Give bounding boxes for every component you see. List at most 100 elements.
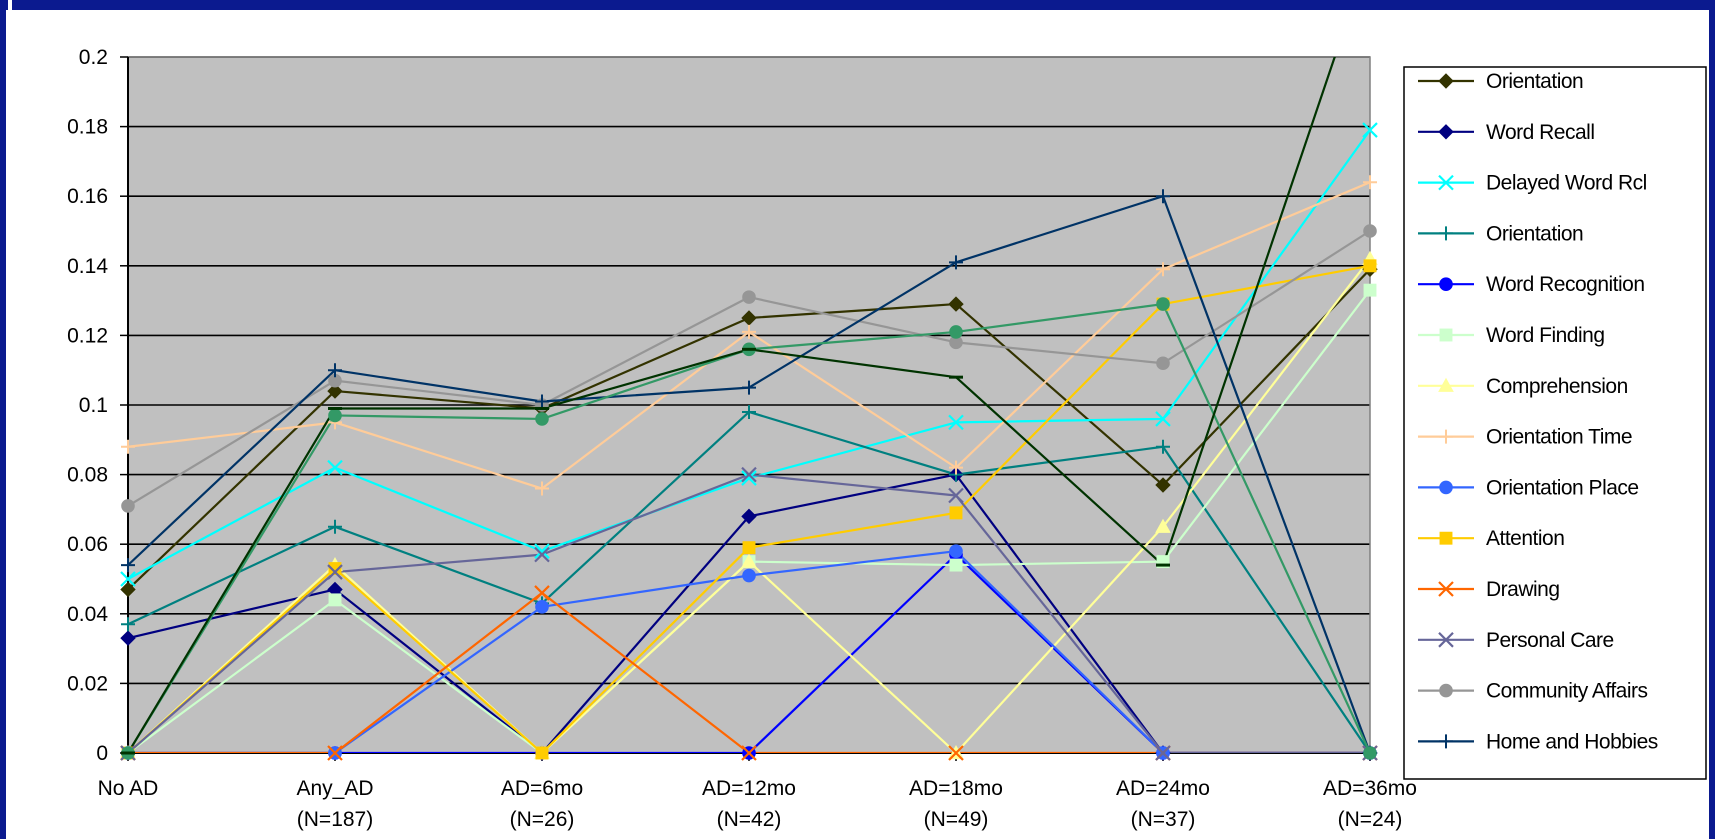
y-tick-label: 0.16: [67, 185, 108, 208]
data-point: [948, 414, 964, 431]
y-axis: 0 0.02 0.04 0.06 0.08 0.1 0.12 0.14 0.16 0.18 0.2: [67, 46, 129, 765]
data-point: [1155, 411, 1171, 427]
data-point: [948, 745, 964, 761]
slide-border-top: [0, 0, 1715, 10]
y-tick-label: 0: [96, 742, 108, 765]
data-point: [328, 519, 342, 534]
legend-label: Orientation Place: [1486, 476, 1639, 499]
data-point: [120, 581, 136, 598]
x-tick-label: AD=18mo: [909, 777, 1003, 800]
legend-swatch-marker: [1438, 174, 1454, 191]
legend-box: [1403, 66, 1707, 780]
data-point: [121, 617, 135, 632]
data-point: [121, 558, 135, 573]
legend-label: Attention: [1486, 527, 1564, 550]
legend-label: Delayed Word Rcl: [1486, 172, 1647, 195]
data-point: [121, 499, 135, 513]
legend-label: Orientation Time: [1486, 426, 1632, 449]
data-point: [328, 562, 342, 576]
data-point: [949, 255, 963, 270]
legend-swatch-marker: [1438, 581, 1454, 597]
data-point: [949, 325, 963, 339]
legend-label: Orientation: [1486, 222, 1583, 245]
data-point: [742, 380, 756, 395]
data-point: [328, 363, 342, 378]
legend-swatch-marker: [1438, 632, 1454, 648]
data-point: [1362, 122, 1378, 138]
data-point: [1156, 262, 1170, 277]
legend-swatch-marker: [1438, 377, 1454, 392]
data-point: [742, 324, 756, 339]
slide-border-right: [1709, 0, 1715, 839]
x-tick-label: AD=6mo: [501, 777, 583, 800]
x-axis: No AD Any_AD (N=187) AD=6mo (N=26) AD=12mo (N=…: [98, 752, 1417, 831]
data-point: [534, 546, 550, 563]
legend-swatch-marker: [1438, 124, 1454, 140]
y-tick-label: 0.08: [67, 464, 108, 487]
data-point: [949, 558, 963, 572]
legend-swatch-marker: [1439, 531, 1453, 545]
legend: Orientation Word Recall Delayed Word Rcl Or…: [1403, 66, 1707, 780]
y-tick-label: 0.02: [67, 672, 108, 695]
data-point: [120, 630, 136, 646]
slide-border-left: [0, 0, 6, 839]
data-point: [1156, 297, 1170, 311]
x-tick-label: Any_AD: [296, 777, 373, 800]
y-tick-label: 0.18: [67, 116, 108, 139]
legend-swatch-marker: [1439, 683, 1453, 698]
x-tick-label: No AD: [98, 777, 159, 800]
legend-label: Comprehension: [1486, 375, 1628, 398]
x-tick-label: AD=12mo: [702, 777, 796, 800]
data-point: [1363, 746, 1377, 760]
legend-swatch-marker: [1439, 429, 1453, 444]
legend-swatch-marker: [1438, 73, 1454, 89]
legend-swatch-marker: [1439, 480, 1453, 495]
y-tick-label: 0.1: [79, 394, 108, 417]
legend-label: Word Recognition: [1486, 273, 1645, 296]
x-tick-label: AD=36mo: [1323, 777, 1417, 800]
x-tick-label-n: (N=49): [924, 808, 989, 831]
data-point: [535, 394, 549, 409]
data-point: [742, 290, 756, 304]
x-tick-label-n: (N=26): [510, 808, 575, 831]
data-point: [534, 543, 550, 559]
data-point: [327, 383, 343, 399]
data-point: [742, 404, 756, 419]
legend-swatch-marker: [1439, 226, 1453, 241]
data-point: [949, 460, 963, 475]
y-tick-label: 0.04: [67, 603, 108, 626]
data-point: [327, 459, 343, 476]
data-point: [535, 412, 549, 426]
legend-label: Word Recall: [1486, 121, 1594, 144]
data-point: [327, 745, 343, 761]
x-tick-label-n: (N=187): [297, 808, 373, 831]
y-tick-label: 0.14: [67, 255, 108, 278]
data-point: [741, 745, 757, 761]
data-point: [535, 481, 549, 496]
legend-label: Orientation: [1486, 70, 1583, 93]
markers-group: [120, 122, 1378, 761]
data-point: [121, 439, 135, 454]
y-tick-label: 0.06: [67, 533, 108, 556]
slide-border-accent: [8, 0, 12, 12]
legend-label: Community Affairs: [1486, 680, 1648, 703]
data-point: [1155, 518, 1171, 533]
x-tick-label-n: (N=24): [1338, 808, 1403, 831]
legend-label: Home and Hobbies: [1486, 730, 1658, 753]
data-point: [742, 568, 756, 583]
data-point: [741, 466, 757, 483]
legend-swatch-marker: [1439, 277, 1453, 292]
data-point: [1155, 745, 1171, 761]
data-point: [328, 408, 342, 423]
legend-swatch-marker: [1439, 734, 1453, 749]
y-tick-label: 0.2: [79, 46, 108, 69]
data-point: [328, 593, 342, 607]
data-point: [1363, 224, 1377, 238]
data-point: [949, 544, 963, 558]
data-point: [1156, 439, 1170, 454]
legend-label: Personal Care: [1486, 629, 1614, 652]
data-point: [741, 470, 757, 486]
legend-swatch-marker: [1439, 328, 1453, 342]
